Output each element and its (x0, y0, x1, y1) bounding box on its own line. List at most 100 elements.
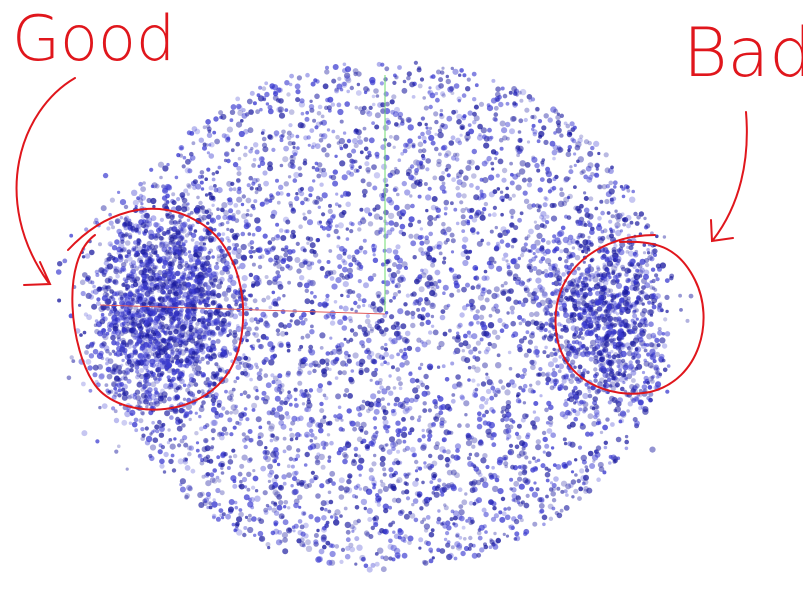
point (481, 160, 488, 167)
point (612, 456, 618, 462)
point (247, 293, 251, 297)
point (326, 260, 331, 264)
point (340, 293, 344, 298)
point (187, 391, 191, 395)
point (571, 138, 577, 144)
point (480, 238, 485, 243)
point (425, 208, 429, 213)
point (624, 446, 629, 451)
point (522, 413, 529, 420)
point (263, 455, 268, 460)
point (228, 208, 234, 214)
point (204, 209, 210, 215)
point (211, 437, 215, 441)
point (505, 259, 509, 263)
point (249, 213, 253, 218)
point (252, 475, 259, 482)
point (460, 181, 467, 188)
point (275, 328, 281, 333)
point (385, 101, 390, 107)
point (254, 495, 261, 502)
point (277, 284, 284, 290)
point (393, 134, 400, 141)
point (476, 231, 480, 235)
point (482, 134, 487, 140)
point (394, 284, 398, 288)
point (223, 452, 228, 457)
point (392, 408, 397, 413)
point (305, 333, 311, 339)
point (379, 455, 386, 462)
point (396, 376, 402, 382)
point (279, 266, 285, 272)
point (285, 372, 291, 378)
point (262, 170, 268, 176)
point (309, 438, 314, 443)
point (194, 128, 201, 135)
point (302, 216, 308, 221)
point (286, 130, 292, 136)
point (373, 400, 380, 408)
point (440, 492, 445, 497)
point (240, 202, 245, 207)
point (505, 101, 510, 106)
point (339, 514, 343, 518)
point (179, 307, 184, 313)
point (422, 96, 427, 100)
point (483, 269, 488, 274)
point (279, 138, 284, 143)
point (495, 173, 500, 178)
point (570, 137, 575, 142)
point (446, 482, 452, 489)
point (484, 409, 489, 415)
point (264, 81, 269, 86)
point (339, 119, 344, 124)
point (490, 161, 495, 166)
point (113, 409, 118, 414)
point (262, 361, 266, 365)
point (416, 337, 422, 343)
point (394, 169, 400, 175)
point (654, 351, 661, 357)
point (338, 137, 345, 145)
point (583, 223, 588, 227)
point (468, 519, 474, 526)
point (400, 151, 405, 156)
point (373, 408, 380, 415)
point (480, 196, 485, 200)
point (506, 136, 510, 141)
point (182, 397, 187, 401)
point (450, 238, 456, 244)
point (293, 502, 299, 509)
point (427, 215, 434, 222)
point (420, 317, 424, 321)
point (270, 373, 275, 378)
point (608, 461, 612, 465)
point (320, 526, 328, 533)
point (286, 343, 291, 349)
point (418, 297, 423, 303)
point (538, 503, 545, 509)
point (468, 542, 474, 548)
point (310, 81, 316, 87)
point (419, 234, 424, 240)
point (104, 383, 109, 387)
point (546, 428, 553, 434)
point (524, 107, 530, 113)
point (510, 333, 516, 338)
point (552, 156, 556, 161)
point (321, 515, 327, 521)
point (508, 443, 514, 448)
point (198, 137, 204, 143)
point (337, 405, 342, 410)
point (298, 224, 303, 229)
point (303, 135, 309, 141)
point (642, 408, 649, 415)
point (271, 380, 276, 385)
point (468, 128, 475, 135)
point (270, 451, 277, 458)
point (408, 216, 415, 223)
point (425, 515, 431, 520)
point (236, 178, 241, 183)
point (220, 466, 224, 470)
